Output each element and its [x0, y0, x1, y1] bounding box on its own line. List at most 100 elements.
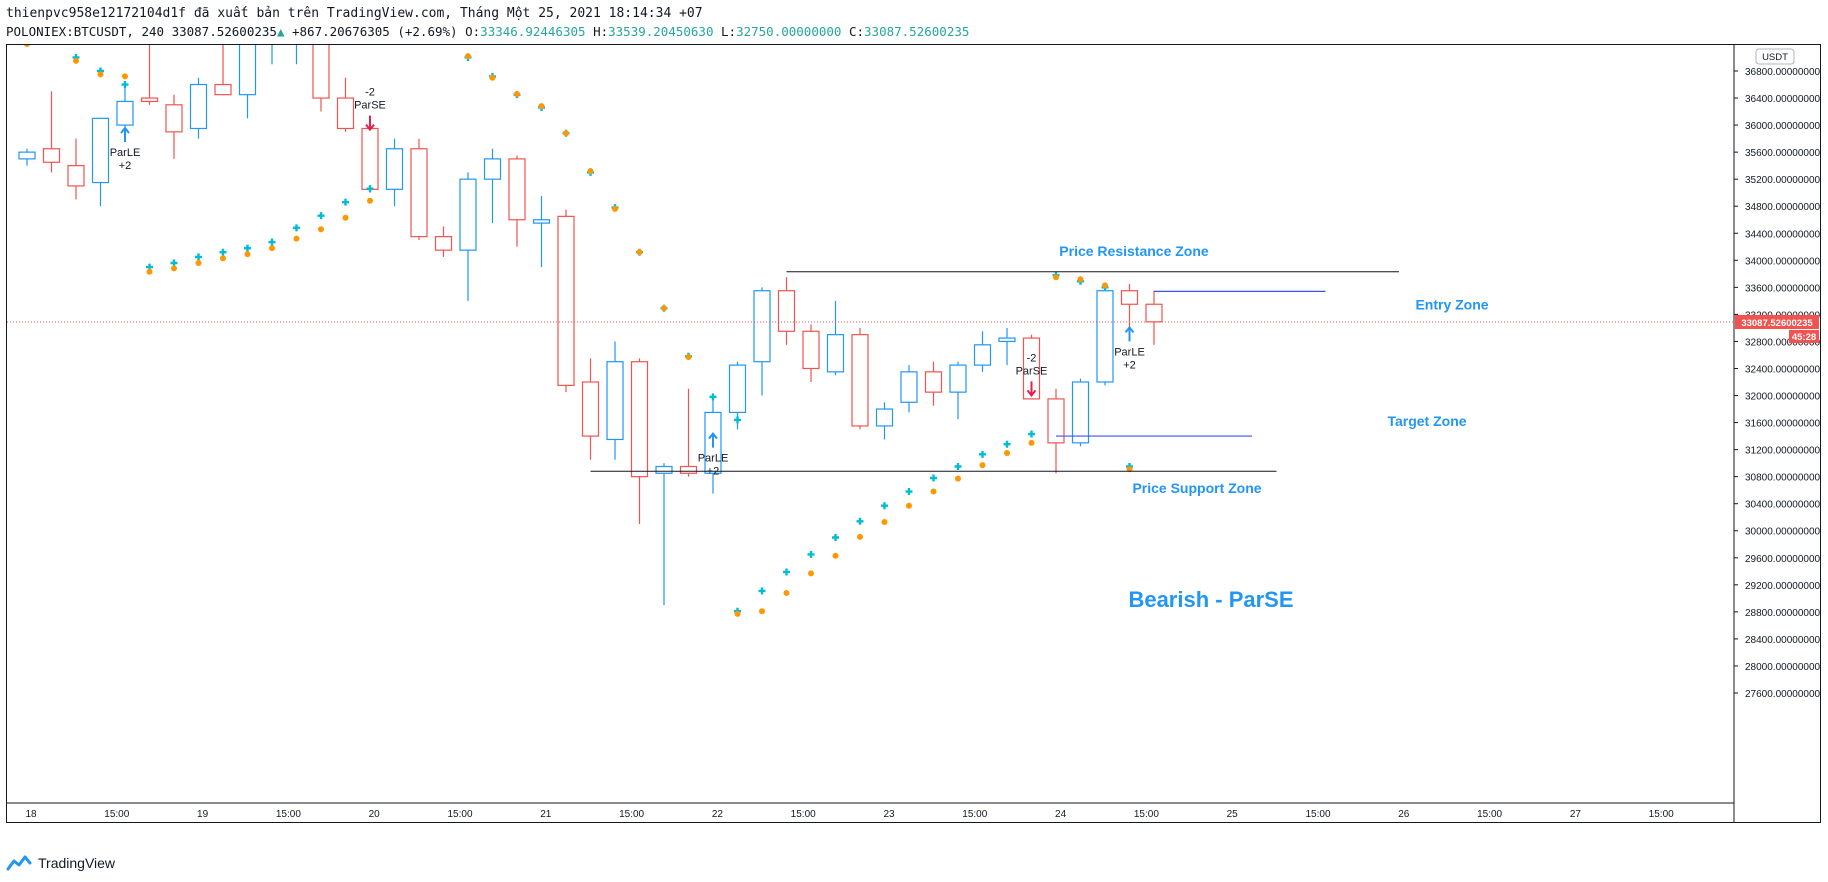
candle-body	[998, 337, 1016, 343]
currency-badge	[1755, 48, 1795, 65]
sar-dot-marker	[342, 214, 349, 221]
candle-body	[361, 127, 379, 190]
close-label: C:	[848, 24, 865, 39]
candle-body	[42, 148, 61, 163]
candle-body	[410, 148, 428, 238]
sar-dot-marker	[269, 245, 275, 252]
y-tick-label: 29200.00000000	[1745, 581, 1820, 592]
sar-dot-marker	[489, 74, 496, 81]
sar-cross-marker	[856, 517, 864, 525]
parse-down-arrow-icon	[1026, 381, 1037, 397]
target-zone-label: Target Zone	[1387, 413, 1466, 429]
high-label: H:	[593, 24, 609, 39]
x-tick-label: 19	[197, 809, 209, 820]
x-tick-label: 22	[712, 809, 724, 820]
x-tick-label: 15:00	[1134, 809, 1159, 820]
parle-up-arrow-icon	[1124, 325, 1135, 342]
candle-body	[606, 361, 624, 441]
sar-dot-marker	[979, 462, 986, 469]
x-tick-label: 25	[1227, 809, 1239, 820]
sar-cross-marker	[832, 534, 839, 541]
candle-body	[875, 408, 894, 427]
x-tick-label: 15:00	[619, 809, 644, 820]
sar-dot-marker	[685, 353, 692, 360]
y-tick-label: 36800.00000000	[1745, 67, 1820, 78]
candle-body	[949, 364, 967, 393]
candle-body	[557, 215, 575, 386]
sar-dot-marker	[465, 53, 471, 60]
sar-dot-marker	[514, 90, 520, 97]
y-tick-label: 31600.00000000	[1745, 419, 1820, 430]
countdown-tag	[1789, 329, 1819, 343]
sar-dot-marker	[220, 255, 226, 262]
tradingview-brand[interactable]: TradingView	[6, 855, 115, 871]
candle-body	[238, 45, 257, 96]
low-label: L:	[721, 24, 737, 39]
x-tick-label: 15:00	[276, 809, 301, 820]
candle-body	[826, 334, 845, 373]
x-tick-label: 15:00	[962, 809, 987, 820]
signal-value: -2	[365, 87, 375, 99]
sar-cross-marker	[758, 587, 766, 595]
sar-cross-marker	[709, 393, 717, 401]
sar-cross-marker	[195, 253, 202, 261]
x-tick-label: 15:00	[1649, 809, 1674, 820]
low-value: 32750.00000000	[736, 24, 842, 39]
y-tick-label: 35600.00000000	[1745, 148, 1820, 159]
sar-dot-marker	[906, 502, 912, 509]
candle-body	[336, 97, 355, 130]
signal-value: -2	[1027, 352, 1037, 364]
x-tick-label: 21	[540, 809, 552, 820]
candle-body	[532, 219, 551, 224]
x-tick-label: 20	[369, 809, 381, 820]
sar-dot-marker	[661, 305, 667, 312]
sar-dot-marker	[122, 73, 128, 80]
publisher-line: thienpvc958e12172104d1f đã xuất bản trên…	[6, 6, 703, 21]
y-tick-label: 34400.00000000	[1745, 229, 1820, 240]
sar-cross-marker	[734, 416, 741, 424]
candle-body	[434, 236, 453, 251]
sar-dot-marker	[1126, 466, 1133, 473]
sar-cross-marker	[881, 502, 888, 510]
sar-dot-marker	[195, 260, 202, 267]
sar-dot-marker	[759, 608, 765, 615]
candle-body	[851, 334, 869, 427]
y-tick-label: 36400.00000000	[1745, 94, 1820, 105]
candle-body	[679, 465, 698, 474]
candle-body	[508, 158, 526, 221]
sar-dot-marker	[1004, 449, 1010, 456]
y-tick-label: 34000.00000000	[1745, 256, 1820, 267]
last-price-tag	[1735, 314, 1819, 329]
signal-label: ParSE	[354, 100, 386, 112]
sar-cross-marker	[366, 185, 374, 193]
candle-body	[116, 100, 134, 126]
x-tick-label: 15:00	[447, 809, 472, 820]
candle-body	[777, 290, 796, 332]
sar-dot-marker	[1102, 282, 1108, 289]
candle-body	[165, 104, 183, 133]
sar-dot-marker	[1028, 439, 1035, 446]
sar-cross-marker	[342, 198, 349, 206]
sar-cross-marker	[979, 450, 986, 458]
parse-down-arrow-icon	[365, 115, 375, 132]
candle-body	[1096, 290, 1114, 383]
sar-dot-marker	[734, 610, 741, 617]
entry-zone-label: Entry Zone	[1415, 296, 1488, 312]
last-price: 33087.52600235	[171, 24, 277, 39]
signal-label: ParSE	[1016, 365, 1048, 377]
up-triangle-icon: ▲	[276, 24, 285, 39]
price-chart[interactable]: ParLE+2-2ParSEParLE+2-2ParSEParLE+2Price…	[7, 45, 1821, 822]
x-tick-label: 15:00	[1305, 809, 1330, 820]
resistance-zone-label: Price Resistance Zone	[1059, 243, 1209, 259]
sar-dot-marker	[97, 71, 104, 78]
sar-dot-marker	[146, 268, 153, 275]
x-tick-label: 15:00	[1477, 809, 1502, 820]
sar-cross-marker	[293, 224, 300, 232]
sar-dot-marker	[587, 168, 594, 175]
sar-dot-marker	[857, 533, 863, 540]
sar-dot-marker	[563, 130, 569, 137]
y-tick-label: 35200.00000000	[1745, 175, 1820, 186]
chart-frame[interactable]: ParLE +2 -2 ParSE ParLE +2 -2 ParSE ParLE +2 Price…	[6, 44, 1821, 823]
candle-body	[900, 371, 918, 403]
open-value: 33346.92446305	[480, 24, 586, 39]
